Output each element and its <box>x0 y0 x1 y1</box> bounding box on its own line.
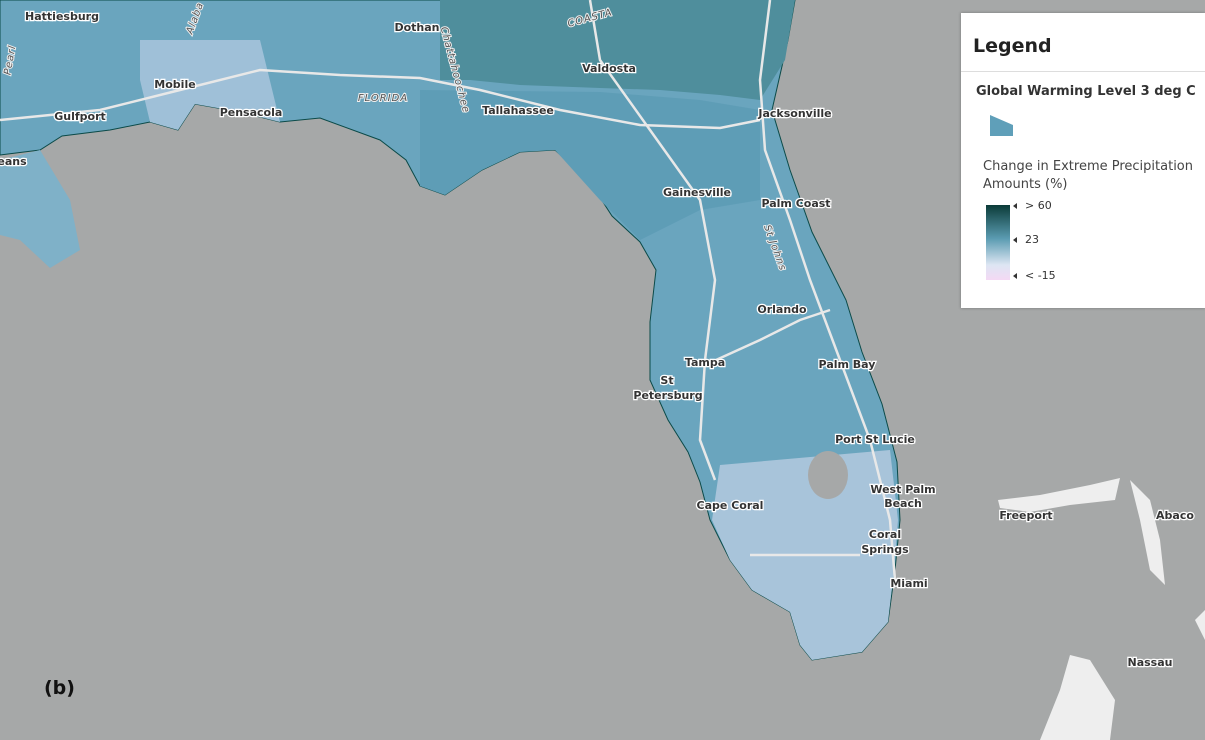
layer-swatch <box>990 115 1013 136</box>
city-label: Tampa <box>685 356 725 369</box>
city-label: Abaco <box>1156 509 1194 522</box>
stop-label: < -15 <box>1025 269 1056 282</box>
andros <box>1040 655 1115 740</box>
stop-label: 23 <box>1025 233 1039 246</box>
field-name: Change in Extreme Precipitation Amounts … <box>983 159 1193 192</box>
ramp-arrow <box>1013 203 1017 209</box>
city-label: Dothan <box>394 21 439 34</box>
city-label: Gulfport <box>54 110 106 123</box>
city-label: Gainesville <box>663 186 731 199</box>
lake-okeechobee <box>808 451 848 499</box>
city-label: Petersburg <box>633 389 702 402</box>
city-label: Hattiesburg <box>25 10 99 23</box>
color-ramp <box>986 205 1010 280</box>
abaco <box>1130 480 1165 585</box>
feature-label: FLORIDA <box>358 93 408 104</box>
road <box>0 68 761 130</box>
city-label: Nassau <box>1128 656 1173 669</box>
louisiana <box>0 150 80 268</box>
west-region <box>140 40 280 130</box>
georgia-region <box>440 0 795 100</box>
grand-bahama <box>998 478 1120 512</box>
ramp-arrow <box>1013 273 1017 279</box>
city-label: Orlando <box>757 303 807 316</box>
city-label: Port St Lucie <box>835 433 915 446</box>
legend: Legend Global Warming Level 3 deg C Chan… <box>961 13 1205 308</box>
road <box>704 308 831 367</box>
divider <box>961 71 1205 72</box>
city-label: Valdosta <box>582 62 636 75</box>
city-label: Beach <box>884 497 922 510</box>
legend-graphics <box>986 115 1017 280</box>
city-label: West Palm <box>870 483 935 496</box>
road <box>588 0 717 481</box>
layer-name: Global Warming Level 3 deg C <box>976 84 1196 99</box>
city-label: Miami <box>890 577 927 590</box>
city-label: Mobile <box>154 78 195 91</box>
city-label: Palm Coast <box>761 197 830 210</box>
city-label: Palm Bay <box>819 358 876 371</box>
roads <box>0 0 897 581</box>
city-label: Tallahassee <box>482 104 554 117</box>
legend-title: Legend <box>973 35 1052 57</box>
city-label: Pensacola <box>220 106 283 119</box>
ramp-arrow <box>1013 237 1017 243</box>
stop-label: > 60 <box>1025 199 1052 212</box>
road <box>758 0 897 581</box>
city-label: Springs <box>861 543 909 556</box>
city-label: Coral <box>869 528 901 541</box>
city-label: Jacksonville <box>757 107 831 120</box>
city-label: Cape Coral <box>697 499 764 512</box>
eleuthera <box>1195 610 1205 640</box>
city-label: Freeport <box>999 509 1052 522</box>
panel-label: (b) <box>44 677 75 699</box>
bahamas <box>998 478 1205 740</box>
city-label: eans <box>0 155 27 168</box>
city-label: St <box>660 374 673 387</box>
